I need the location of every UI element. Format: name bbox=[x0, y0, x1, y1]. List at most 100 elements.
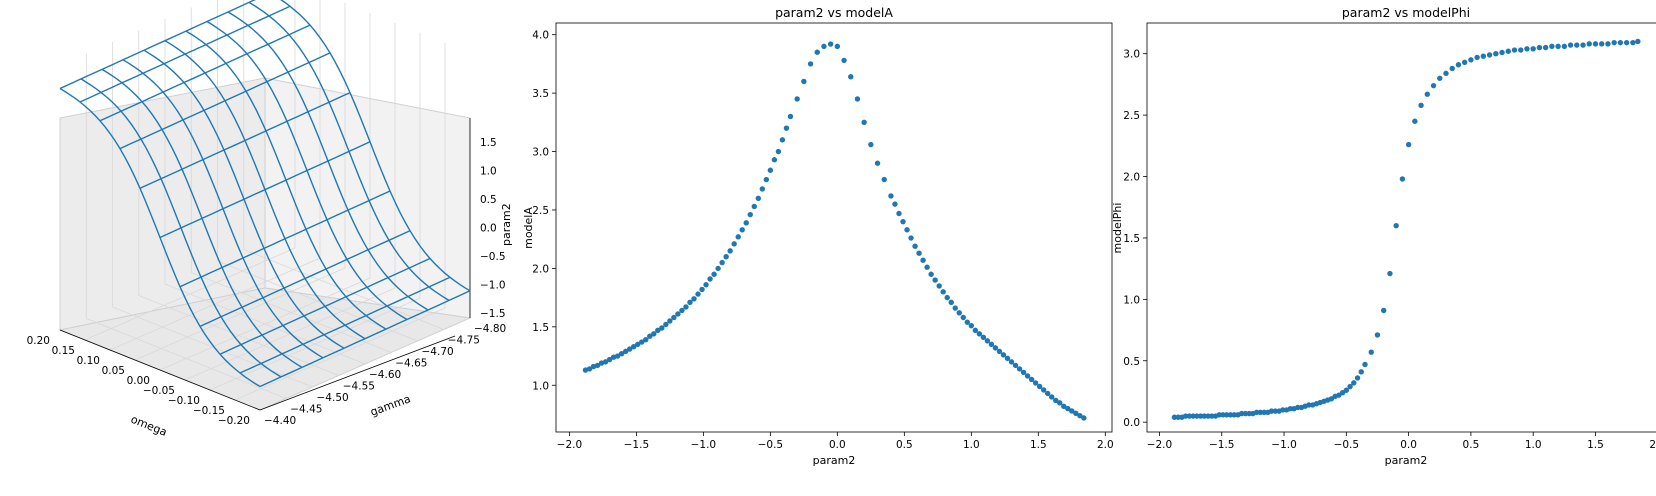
modelA-point bbox=[928, 271, 934, 277]
modelPhi-point bbox=[1567, 42, 1574, 48]
modelA-point bbox=[695, 291, 701, 297]
omega-tick-label: 0.00 bbox=[127, 375, 150, 387]
modelA-point bbox=[940, 289, 946, 295]
omega-tick-label: −0.05 bbox=[143, 385, 175, 397]
pane-grid-line bbox=[191, 272, 392, 353]
modelPhi-y-tick-label: 0.0 bbox=[1123, 417, 1140, 429]
modelA-ticks: −2.0 −1.5 −1.0 −0.5 0.0 0.5 1.0 1.5 2.0 1.0 1.5 2.0… bbox=[532, 30, 1113, 451]
modelA-point bbox=[735, 234, 741, 240]
modelPhi-point bbox=[1380, 307, 1387, 314]
modelA-y-tick-label: 2.0 bbox=[532, 263, 549, 275]
modelA-point bbox=[924, 264, 930, 270]
modelPhi-point bbox=[1287, 405, 1293, 412]
modelPhi-point bbox=[1480, 53, 1487, 59]
omega-axis-line bbox=[59, 329, 261, 411]
modelA-point bbox=[651, 331, 657, 337]
modelA-point bbox=[814, 49, 820, 55]
modelPhi-point bbox=[1412, 118, 1418, 124]
modelPhi-y-tick-label: 2.0 bbox=[1123, 172, 1140, 184]
modelA-point bbox=[763, 176, 770, 183]
modelPhi-chart-title: param2 vs modelPhi bbox=[1342, 5, 1470, 20]
param2-tick-label: 0.0 bbox=[480, 223, 497, 235]
param2-tick-label: −0.5 bbox=[480, 251, 506, 263]
modelPhi-point bbox=[1449, 65, 1455, 72]
modelPhi-point bbox=[1418, 102, 1424, 108]
modelA-point bbox=[771, 157, 778, 163]
modelPhi-x-tick-label: 1.5 bbox=[1587, 439, 1604, 451]
modelA-point bbox=[602, 359, 609, 365]
modelPhi-point bbox=[1209, 413, 1215, 419]
modelA-point bbox=[920, 257, 926, 263]
modelPhi-point bbox=[1486, 52, 1493, 58]
modelPhi-point bbox=[1351, 380, 1357, 386]
gamma-tick-label: −4.70 bbox=[422, 346, 454, 358]
gamma-tick-label: −4.55 bbox=[343, 381, 375, 393]
modelA-point bbox=[960, 314, 966, 321]
modelA-point bbox=[594, 362, 601, 369]
modelA-point bbox=[834, 43, 841, 50]
modelPhi-point bbox=[1405, 141, 1412, 148]
modelA-point bbox=[1012, 362, 1019, 369]
modelA-point bbox=[948, 299, 954, 305]
modelA-point bbox=[691, 296, 697, 302]
surface-line bbox=[179, 190, 391, 288]
modelPhi-point bbox=[1227, 412, 1234, 418]
modelA-x-tick-label: 1.5 bbox=[1030, 439, 1047, 451]
modelPhi-scatter-plot: param2 vs modelPhi −2.0 −1.5 −1.0 −0.5 0.0 0.… bbox=[1111, 5, 1656, 467]
modelA-point bbox=[767, 167, 774, 173]
modelA-point bbox=[912, 243, 918, 249]
modelPhi-point bbox=[1272, 408, 1279, 414]
modelPhi-point bbox=[1617, 39, 1624, 46]
modelA-point bbox=[715, 265, 721, 272]
modelA-point bbox=[1081, 415, 1087, 421]
pane-grid-line bbox=[164, 283, 366, 365]
omega-tick-label: 0.20 bbox=[27, 335, 50, 347]
surface-wireframe bbox=[59, 0, 471, 388]
modelPhi-point bbox=[1368, 349, 1374, 355]
modelPhi-point bbox=[1505, 48, 1511, 54]
surface-line bbox=[199, 230, 411, 328]
modelPhi-point bbox=[1586, 41, 1592, 47]
modelA-y-tick-label: 3.0 bbox=[532, 147, 549, 159]
modelA-point bbox=[827, 41, 834, 47]
modelPhi-point bbox=[1623, 39, 1630, 46]
modelPhi-y-tick-label: 2.5 bbox=[1123, 110, 1140, 122]
modelA-x-tick-label: 1.0 bbox=[963, 439, 980, 451]
modelPhi-point bbox=[1518, 47, 1524, 53]
modelPhi-point bbox=[1194, 413, 1200, 419]
modelPhi-y-tick-label: 1.0 bbox=[1123, 294, 1140, 306]
modelPhi-point bbox=[1358, 369, 1364, 375]
modelA-point bbox=[1004, 355, 1011, 362]
omega-tick-label: 0.10 bbox=[77, 355, 100, 367]
modelA-point bbox=[868, 141, 874, 148]
modelPhi-point bbox=[1443, 70, 1449, 77]
modelPhi-point bbox=[1393, 222, 1399, 229]
modelA-y-tick-label: 3.5 bbox=[532, 88, 549, 100]
modelA-point bbox=[723, 254, 729, 260]
tick-labels-3d: 0.200.150.100.050.00−0.05−0.10−0.15−0.20… bbox=[27, 137, 507, 427]
omega-tick-label: −0.15 bbox=[193, 405, 225, 417]
omega-axis-label: omega bbox=[129, 413, 169, 439]
modelPhi-point bbox=[1220, 412, 1226, 418]
pane-grid-line bbox=[109, 257, 321, 351]
modelPhi-x-tick-label: 2.0 bbox=[1649, 439, 1656, 451]
modelPhi-point bbox=[1216, 412, 1222, 418]
omega-tick-label: 0.05 bbox=[102, 365, 125, 377]
surface-line bbox=[99, 24, 311, 122]
pane-grid-line bbox=[84, 247, 296, 341]
surface-3d-plot: 0.200.150.100.050.00−0.05−0.10−0.15−0.20… bbox=[27, 0, 513, 439]
gamma-tick-label: −4.80 bbox=[474, 323, 506, 335]
modelA-point bbox=[944, 294, 950, 301]
modelPhi-point bbox=[1362, 361, 1368, 368]
modelA-points bbox=[582, 41, 1087, 421]
modelPhi-point bbox=[1257, 409, 1264, 416]
param2-tick-label: −1.5 bbox=[480, 308, 506, 320]
modelA-point bbox=[699, 286, 705, 293]
modelA-point bbox=[675, 311, 681, 317]
surface-line bbox=[139, 91, 351, 189]
gamma-tick-label: −4.50 bbox=[317, 392, 349, 404]
modelPhi-point bbox=[1354, 375, 1361, 381]
modelPhi-point bbox=[1238, 410, 1245, 417]
pane-grid-line bbox=[134, 267, 346, 361]
